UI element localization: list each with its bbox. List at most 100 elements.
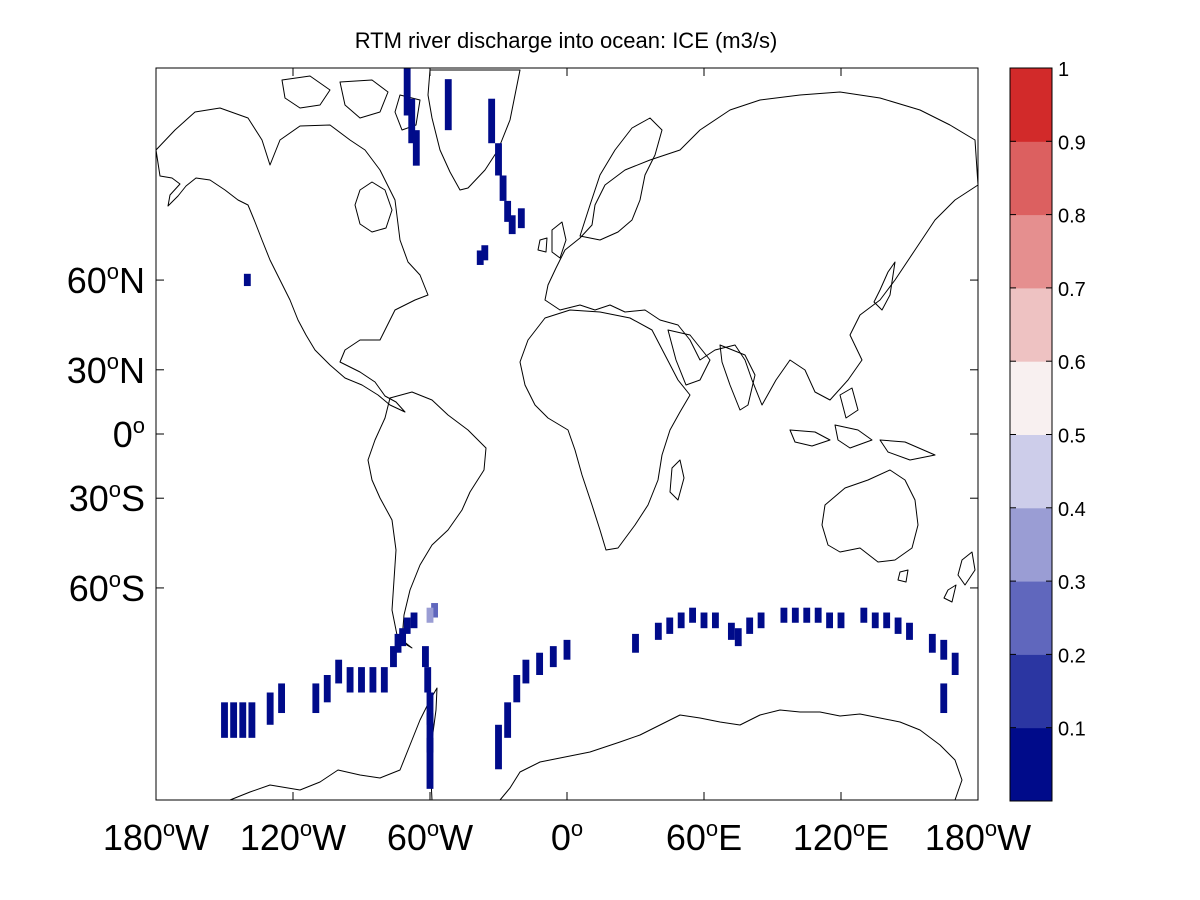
ice-discharge-cell: [504, 702, 512, 738]
ice-discharge-cell: [860, 607, 868, 623]
ice-discharge-cell: [248, 702, 256, 738]
ice-discharge-cell: [399, 628, 407, 647]
lon-tick-label: 60oW: [387, 816, 473, 858]
colorbar-swatch: [1010, 434, 1052, 509]
ice-discharge-cell: [837, 612, 845, 629]
colorbar-tick-label: 0.5: [1058, 426, 1086, 448]
ice-discharge-cell: [814, 607, 822, 623]
ice-discharge-cell: [780, 607, 788, 623]
ice-discharge-cell: [426, 737, 434, 789]
colorbar-swatch: [1010, 287, 1052, 362]
ice-discharge-cell: [499, 175, 507, 201]
colorbar-tick-label: 1: [1058, 59, 1069, 81]
colorbar-swatch: [1010, 727, 1052, 802]
coastline-greenland: [427, 69, 521, 191]
lat-tick-label: 30oS: [69, 477, 145, 519]
ice-discharge-cell: [412, 130, 420, 166]
ice-discharge-cell: [803, 607, 811, 623]
coastline-tasmania: [897, 569, 909, 583]
ice-discharge-cell: [826, 612, 834, 629]
lat-tick-label: 30oN: [67, 349, 145, 391]
ice-discharge-cell: [346, 667, 354, 693]
ice-discharge-cell: [940, 683, 948, 714]
coastline-hudson-bay: [354, 181, 393, 233]
colorbar-swatch: [1010, 361, 1052, 435]
ice-discharge-cell: [380, 667, 388, 693]
lon-tick-label: 0o: [551, 816, 583, 858]
ice-discharge-cells: [221, 68, 959, 789]
colorbar-swatch: [1010, 654, 1052, 729]
ice-discharge-cell: [746, 617, 754, 634]
colorbar-tick-label: 0.6: [1058, 352, 1086, 374]
lat-tick-label: 0o: [113, 413, 145, 455]
lon-tick-label: 180oW: [925, 816, 1031, 858]
ice-discharge-cell: [951, 652, 959, 676]
coastline-scandinavia: [579, 117, 663, 241]
coastline-australia: [821, 469, 919, 563]
ice-discharge-cell: [426, 692, 434, 725]
ice-discharge-cell: [369, 667, 377, 693]
colorbar-tick-label: 0.9: [1058, 132, 1086, 154]
ice-discharge-cell: [711, 612, 719, 629]
ice-discharge-cell: [312, 683, 320, 714]
lat-tick-label: 60oN: [67, 259, 145, 301]
ice-discharge-cell: [666, 617, 674, 634]
ice-discharge-cell: [791, 607, 799, 623]
ice-discharge-cell: [278, 683, 286, 714]
ice-discharge-cell: [495, 143, 502, 176]
chart-title: RTM river discharge into ocean: ICE (m3/…: [355, 28, 778, 53]
ice-discharge-cell: [757, 612, 765, 629]
coastline-south-america: [367, 391, 487, 649]
lat-tick-label: 60oS: [69, 567, 145, 609]
ice-discharge-cell: [906, 622, 913, 640]
ice-discharge-cell: [403, 68, 411, 116]
ice-discharge-cell: [677, 612, 685, 629]
ice-discharge-cell: [654, 622, 662, 640]
ice-discharge-cell: [424, 667, 432, 693]
colorbar-tick-label: 0.2: [1058, 645, 1086, 667]
ice-discharge-cell: [689, 607, 697, 623]
ice-discharge-cell: [495, 724, 502, 770]
ice-discharge-cell: [536, 652, 544, 676]
ice-discharge-cell: [230, 702, 238, 738]
coastline-india: [719, 344, 756, 411]
ice-discharge-cell: [488, 98, 496, 144]
coastline-new-zealand: [943, 551, 976, 603]
ice-discharge-cell: [426, 713, 434, 753]
colorbar-swatch: [1010, 68, 1052, 142]
ice-discharge-cell: [522, 659, 530, 684]
ice-discharge-cell: [871, 612, 879, 629]
ice-discharge-cell: [632, 633, 639, 653]
ice-discharge-cell: [508, 215, 516, 235]
lon-tick-label: 120oW: [240, 816, 346, 858]
colorbar-swatch: [1010, 581, 1052, 655]
map-area: [155, 67, 979, 801]
colorbar-tick-label: 0.3: [1058, 572, 1086, 594]
ice-discharge-cell: [517, 208, 525, 229]
ice-discharge-cell: [394, 633, 402, 653]
ice-discharge-cell: [243, 273, 251, 287]
ice-discharge-cell: [700, 612, 708, 629]
colorbar-tick-label: 0.7: [1058, 279, 1086, 301]
colorbar-swatch: [1010, 214, 1052, 289]
ice-discharge-cell: [727, 622, 735, 640]
lon-tick-label: 120oE: [793, 816, 889, 858]
ice-discharge-cell: [940, 639, 948, 660]
colorbar: 0.1 0.2 0.3 0.4 0.5 0.6 0.7 0.8 0.9 1: [1009, 59, 1086, 802]
coastline-eurasia: [544, 91, 979, 406]
ice-discharge-cell: [549, 646, 557, 668]
ice-discharge-cell: [504, 200, 512, 222]
colorbar-tick-label: 0.4: [1058, 499, 1086, 521]
ice-discharge-cell: [431, 603, 438, 618]
ice-discharge-cell: [239, 702, 247, 738]
colorbar-tick-label: 0.8: [1058, 206, 1086, 228]
ice-discharge-cell: [266, 692, 274, 725]
ice-discharge-cell: [358, 667, 365, 693]
colorbar-swatches: [1010, 68, 1052, 802]
ice-discharge-cell: [335, 659, 343, 684]
colorbar-ticks: 0.1 0.2 0.3 0.4 0.5 0.6 0.7 0.8 0.9 1: [1010, 59, 1086, 741]
ice-discharge-cell: [734, 628, 742, 647]
colorbar-swatch: [1010, 507, 1052, 582]
coastline-north-america: [155, 107, 429, 413]
